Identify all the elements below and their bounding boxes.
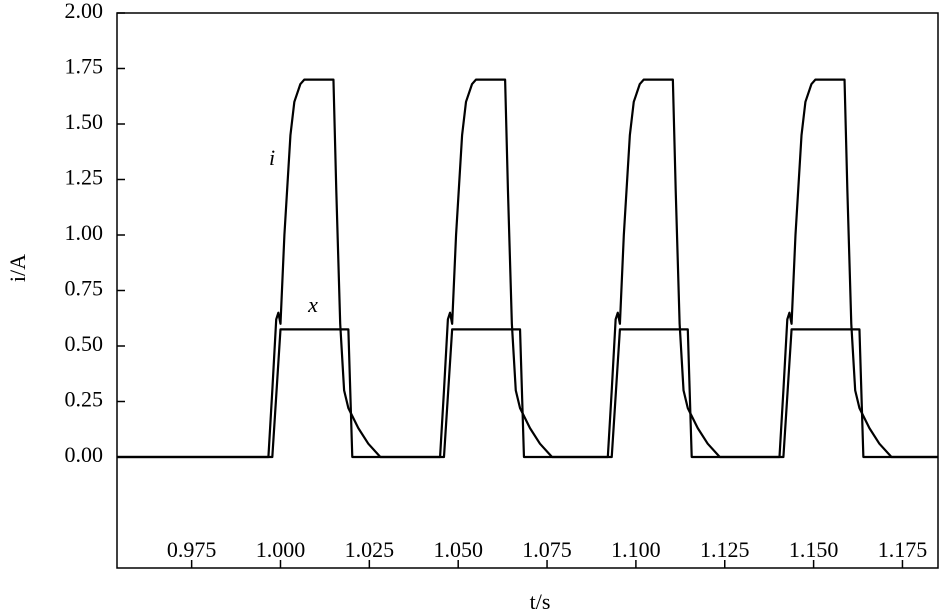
- y-tick-label: 2.00: [65, 0, 104, 23]
- y-tick-label: 1.00: [65, 220, 104, 245]
- series-annotation: i: [269, 145, 275, 170]
- y-tick-label: 1.25: [65, 165, 104, 190]
- x-tick-label: 1.150: [789, 537, 839, 562]
- y-tick-label: 0.50: [65, 331, 104, 356]
- y-tick-label: 1.75: [65, 54, 104, 79]
- x-tick-label: 1.125: [700, 537, 750, 562]
- x-tick-label: 1.175: [878, 537, 928, 562]
- y-axis-title: i/A: [5, 254, 30, 282]
- x-tick-label: 1.075: [522, 537, 572, 562]
- series-line: [117, 328, 938, 459]
- x-tick-label: 1.025: [345, 537, 395, 562]
- x-tick-label: 1.100: [611, 537, 661, 562]
- x-axis-title: t/s: [530, 589, 551, 614]
- y-tick-label: 0.75: [65, 276, 104, 301]
- series-annotation: x: [307, 292, 318, 317]
- x-tick-label: 1.050: [433, 537, 483, 562]
- y-tick-label: 0.00: [65, 442, 104, 467]
- series-line: [117, 78, 938, 459]
- x-tick-label: 0.975: [167, 537, 217, 562]
- x-tick-label: 1.000: [256, 537, 306, 562]
- y-tick-label: 1.50: [65, 109, 104, 134]
- plot-frame: [116, 12, 939, 569]
- y-tick-label: 0.25: [65, 387, 104, 412]
